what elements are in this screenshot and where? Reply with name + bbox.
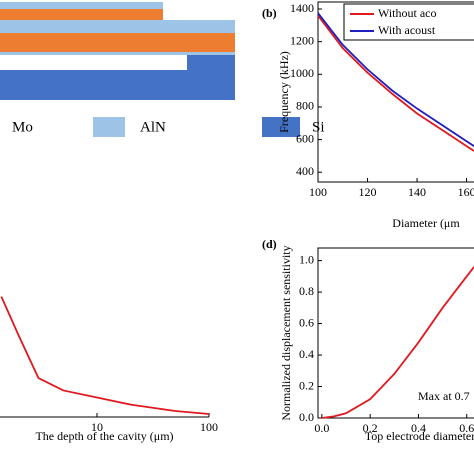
y-axis-label: Frequency (kHz) xyxy=(277,51,291,133)
data-line xyxy=(317,15,474,152)
mo-layer xyxy=(0,33,235,52)
legend-label: AlN xyxy=(140,119,166,135)
annotation: Max at 0.7 xyxy=(418,389,470,403)
y-tick-label: 0.2 xyxy=(299,378,314,392)
x-tick-label: 0.4 xyxy=(411,421,426,435)
y-tick-label: 0.6 xyxy=(299,315,314,329)
panel-label: (d) xyxy=(262,237,277,251)
si-layer xyxy=(0,70,235,100)
x-tick-label: 0.2 xyxy=(363,421,378,435)
x-tick-label: 140 xyxy=(408,185,426,199)
x-tick-label: 10 xyxy=(91,420,103,434)
x-axis-label: Diameter (μm xyxy=(392,216,460,230)
y-tick-label: 1.0 xyxy=(299,252,314,266)
aln-layer xyxy=(0,52,235,55)
y-tick-label: 1200 xyxy=(290,33,314,47)
data-line xyxy=(321,266,474,419)
legend-swatch xyxy=(262,117,300,137)
y-tick-label: 400 xyxy=(296,164,314,178)
panel-label: (b) xyxy=(262,6,277,20)
aln-layer xyxy=(0,20,235,33)
y-axis-label: Normalized displacement sensitivity xyxy=(279,245,293,420)
y-tick-label: 0.8 xyxy=(299,284,314,298)
x-tick-label: 100 xyxy=(309,185,327,199)
x-tick-label: 120 xyxy=(359,185,377,199)
axes-frame xyxy=(317,1,474,183)
x-axis-label: Top electrode diameter/D xyxy=(365,429,474,443)
y-tick-label: 800 xyxy=(296,99,314,113)
y-tick-label: 1000 xyxy=(290,66,314,80)
legend-label: With acoust xyxy=(378,23,436,37)
y-tick-label: 0.0 xyxy=(299,410,314,424)
data-line xyxy=(317,12,474,147)
y-tick-label: 0.4 xyxy=(299,347,314,361)
legend-swatch xyxy=(93,117,125,137)
mo-layer xyxy=(0,9,163,20)
si-layer xyxy=(187,55,235,70)
x-axis-label: The depth of the cavity (μm) xyxy=(35,429,173,443)
y-tick-label: 600 xyxy=(296,131,314,145)
x-tick-label: 0.0 xyxy=(314,421,329,435)
layer-diagram xyxy=(0,2,235,100)
legend-label: Without aco xyxy=(378,6,437,20)
y-tick-label: 1400 xyxy=(290,1,314,15)
aln-layer xyxy=(0,2,163,9)
axes-frame xyxy=(317,247,474,419)
x-tick-label: 100 xyxy=(200,420,218,434)
legend-box xyxy=(343,3,474,41)
x-tick-label: 160 xyxy=(458,185,474,199)
legend: Mo AlN Si xyxy=(12,117,325,137)
x-tick-label: 0.6 xyxy=(459,421,474,435)
data-line xyxy=(0,296,210,415)
legend-label: Mo xyxy=(12,119,33,135)
